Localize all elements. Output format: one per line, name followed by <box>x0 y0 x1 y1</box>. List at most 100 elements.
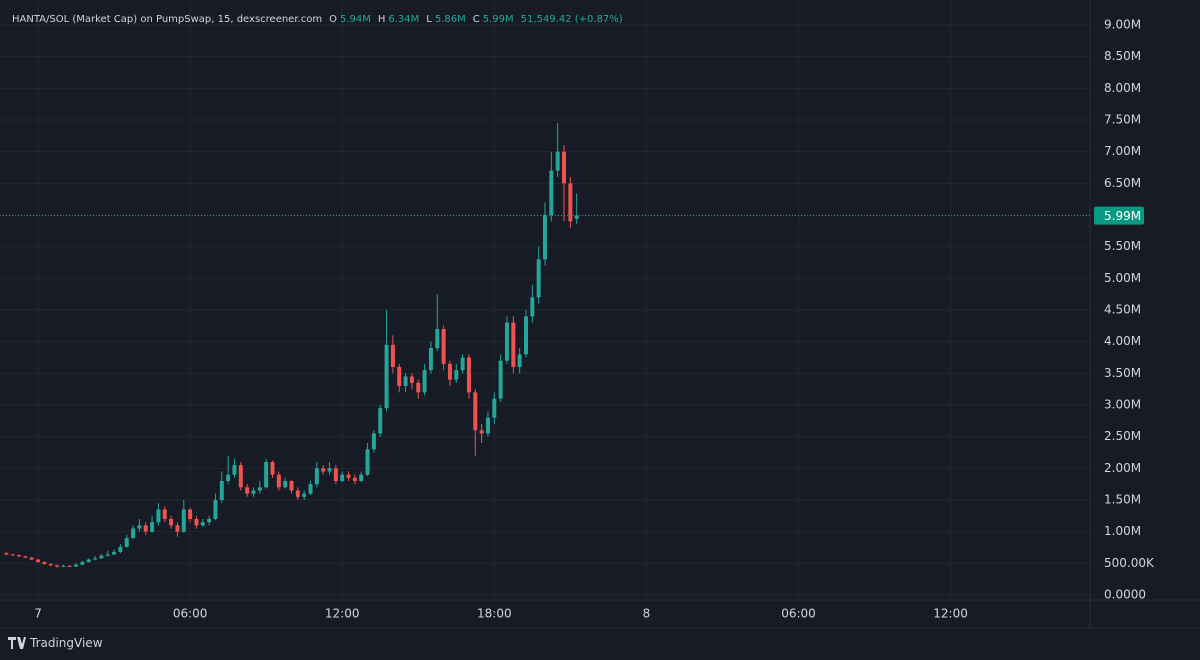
candle-body <box>118 546 123 552</box>
y-tick-label: 3.00M <box>1104 398 1141 412</box>
candle-body <box>447 363 452 380</box>
y-tick-label: 4.50M <box>1104 303 1141 317</box>
candle-body <box>543 215 547 260</box>
y-tick-label: 7.00M <box>1104 144 1141 158</box>
candle-body <box>29 557 34 560</box>
candle-body <box>352 477 357 481</box>
candle-body <box>131 528 136 538</box>
candle-body <box>485 417 490 434</box>
candle-body <box>308 484 313 494</box>
candle-body <box>162 509 167 519</box>
candle-body <box>264 462 269 488</box>
candle-body <box>327 468 332 472</box>
last-price-tag <box>1094 206 1144 225</box>
candle-body <box>441 329 446 364</box>
candle-body <box>498 360 503 399</box>
candle-body <box>36 559 41 563</box>
x-tick-label: 12:00 <box>933 607 968 621</box>
candle-body <box>105 554 110 556</box>
candle-body <box>536 259 541 298</box>
y-tick-label: 2.00M <box>1104 461 1141 475</box>
candle-body <box>10 554 15 556</box>
x-tick-label: 06:00 <box>173 607 208 621</box>
ohlc-value: 5.86M <box>434 14 466 25</box>
y-tick-label: 0.0000 <box>1104 588 1146 602</box>
y-tick-label: 8.50M <box>1104 49 1141 63</box>
candle-body <box>61 565 66 567</box>
y-tick-label: 7.50M <box>1104 113 1141 127</box>
candle-body <box>422 370 427 393</box>
candle-body <box>314 468 319 485</box>
candle-body <box>530 297 535 317</box>
legend-header: HANTA/SOL (Market Cap) on PumpSwap, 15, … <box>12 14 627 25</box>
candle-body <box>188 509 193 519</box>
candle-body <box>460 357 465 371</box>
ohlc-key: O <box>329 14 337 25</box>
candle-body <box>200 522 205 526</box>
candle-body <box>295 490 300 497</box>
y-tick-label: 6.50M <box>1104 176 1141 190</box>
candle-body <box>397 367 402 386</box>
y-tick-label: 5.00M <box>1104 271 1141 285</box>
y-tick-label: 500.00K <box>1104 556 1155 570</box>
candle-body <box>378 408 383 434</box>
candle-body <box>232 465 237 475</box>
candle-body <box>93 558 98 560</box>
candle-body <box>150 522 155 532</box>
candle-body <box>4 553 9 555</box>
y-tick-label: 1.50M <box>1104 493 1141 507</box>
brand-name: TradingView <box>30 636 103 650</box>
candle-body <box>466 357 471 393</box>
candle-body <box>181 509 186 532</box>
candle-body <box>555 151 560 171</box>
symbol-title: HANTA/SOL (Market Cap) on PumpSwap, 15, … <box>12 14 323 25</box>
candle-body <box>511 322 516 367</box>
candle-body <box>333 468 338 481</box>
candle-body <box>42 562 47 564</box>
candle-body <box>479 430 484 434</box>
ohlc-key: H <box>377 14 386 25</box>
y-tick-label: 8.00M <box>1104 81 1141 95</box>
candle-body <box>365 449 370 475</box>
candle-body <box>207 519 212 523</box>
change: 51,549.42 (+0.87%) <box>520 14 623 25</box>
candle-body <box>156 509 161 523</box>
candle-body <box>568 183 573 222</box>
candle-body <box>403 376 408 386</box>
candle-body <box>17 555 22 557</box>
x-tick-label: 7 <box>34 607 42 621</box>
candle-body <box>124 538 129 547</box>
candle-body <box>390 344 395 367</box>
candle-body <box>409 376 414 383</box>
x-tick-label: 18:00 <box>477 607 512 621</box>
x-tick-label: 8 <box>643 607 651 621</box>
candle-body <box>435 329 440 348</box>
footer: TradingView <box>8 636 103 650</box>
candle-body <box>562 151 567 184</box>
candle-body <box>492 398 497 418</box>
candle-body <box>416 382 421 393</box>
candle-body <box>574 215 579 219</box>
ohlc-value: 5.94M <box>339 14 371 25</box>
candle-body <box>55 565 60 567</box>
candle-body <box>143 525 148 532</box>
candle-body <box>473 392 478 431</box>
candle-body <box>346 474 351 478</box>
candle-body <box>523 316 528 355</box>
ohlc-value: 5.99M <box>482 14 514 25</box>
y-tick-label: 9.00M <box>1104 18 1141 32</box>
y-tick-label: 1.00M <box>1104 524 1141 538</box>
candle-body <box>137 525 142 529</box>
candle-body <box>359 474 364 481</box>
candle-body <box>74 564 79 567</box>
candle-body <box>517 354 522 367</box>
candle-body <box>283 481 288 488</box>
ohlc-key: C <box>472 14 480 25</box>
y-tick-label: 4.00M <box>1104 334 1141 348</box>
candle-body <box>67 565 72 567</box>
candle-body <box>251 490 256 494</box>
last-price-label: 5.99M <box>1104 209 1141 223</box>
candle-body <box>270 462 275 475</box>
candle-body <box>219 481 224 500</box>
